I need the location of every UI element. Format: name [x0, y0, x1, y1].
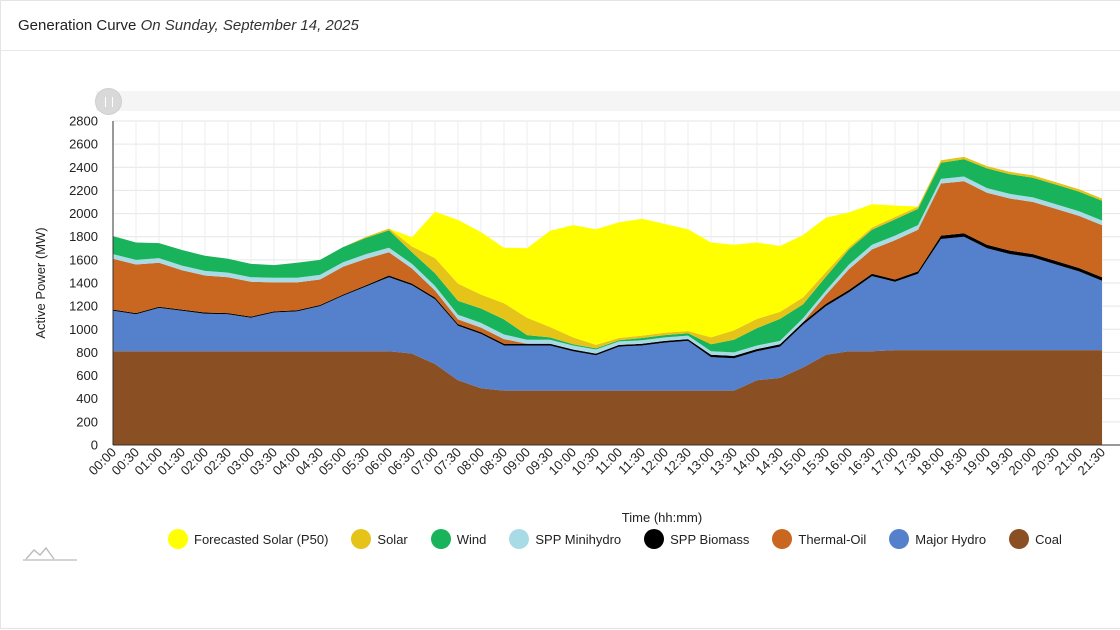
y-tick-label: 200: [76, 414, 98, 429]
y-tick-label: 0: [91, 438, 98, 453]
y-tick-label: 2600: [69, 137, 98, 152]
legend-swatch: [772, 529, 793, 549]
y-tick-label: 800: [76, 345, 98, 360]
series-area-thermal-oil[interactable]: [113, 181, 1102, 356]
y-tick-label: 2800: [69, 114, 98, 129]
panel-header: Generation Curve On Sunday, September 14…: [1, 1, 1120, 51]
legend-label: SPP Minihydro: [535, 531, 622, 547]
legend-item-forecast-solar[interactable]: Forecasted Solar (P50): [168, 529, 328, 549]
page-title: Generation Curve On Sunday, September 14…: [18, 17, 359, 34]
legend-label: Solar: [377, 531, 408, 547]
series-area-forecast-solar[interactable]: [113, 156, 1102, 345]
series-area-major-hydro[interactable]: [113, 236, 1102, 391]
series-area-minihydro[interactable]: [113, 176, 1102, 356]
y-tick-label: 2400: [69, 160, 98, 175]
y-axis-title: Active Power (MW): [33, 227, 48, 338]
y-tick-label: 2000: [69, 206, 98, 221]
legend-label: Forecasted Solar (P50): [194, 531, 329, 547]
y-tick-label: 1000: [69, 322, 98, 337]
y-tick-label: 600: [76, 368, 98, 383]
legend-swatch: [644, 529, 665, 549]
series-area-coal[interactable]: [113, 350, 1102, 445]
legend-item-solar[interactable]: Solar: [351, 529, 408, 549]
series-area-wind[interactable]: [113, 159, 1102, 353]
legend-item-wind[interactable]: Wind: [430, 529, 487, 549]
legend-item-major-hydro[interactable]: Major Hydro: [889, 529, 986, 549]
legend-swatch: [168, 529, 188, 549]
legend-swatch: [1009, 529, 1030, 549]
chart-legend: Forecasted Solar (P50) Solar Wind SPP Minih…: [168, 528, 1085, 550]
mountain-logo-icon: [23, 546, 77, 561]
y-tick-label: 1200: [69, 299, 98, 314]
legend-item-biomass[interactable]: SPP Biomass: [644, 529, 749, 549]
x-axis-title: Time (hh:mm): [622, 510, 702, 525]
legend-swatch: [430, 529, 451, 549]
y-tick-label: 1800: [69, 229, 98, 244]
legend-item-minihydro[interactable]: SPP Minihydro: [509, 529, 621, 549]
y-tick-label: 400: [76, 391, 98, 406]
legend-label: Thermal-Oil: [798, 531, 867, 547]
y-tick-label: 2200: [69, 183, 98, 198]
legend-label: SPP Biomass: [670, 531, 750, 547]
range-scrollbar[interactable]: [96, 91, 1120, 111]
legend-swatch: [351, 529, 372, 549]
series-group: [113, 156, 1102, 445]
range-scroll-handle[interactable]: [95, 88, 122, 115]
y-tick-label: 1600: [69, 252, 98, 267]
legend-swatch: [509, 529, 530, 549]
y-tick-label: 1400: [69, 276, 98, 291]
legend-item-thermal-oil[interactable]: Thermal-Oil: [772, 529, 866, 549]
legend-label: Wind: [456, 531, 487, 547]
title-text: Generation Curve: [18, 17, 137, 34]
legend-label: Coal: [1035, 531, 1062, 547]
legend-item-coal[interactable]: Coal: [1009, 529, 1062, 549]
title-date: On Sunday, September 14, 2025: [140, 17, 359, 34]
legend-label: Major Hydro: [915, 531, 987, 547]
legend-swatch: [889, 529, 910, 549]
